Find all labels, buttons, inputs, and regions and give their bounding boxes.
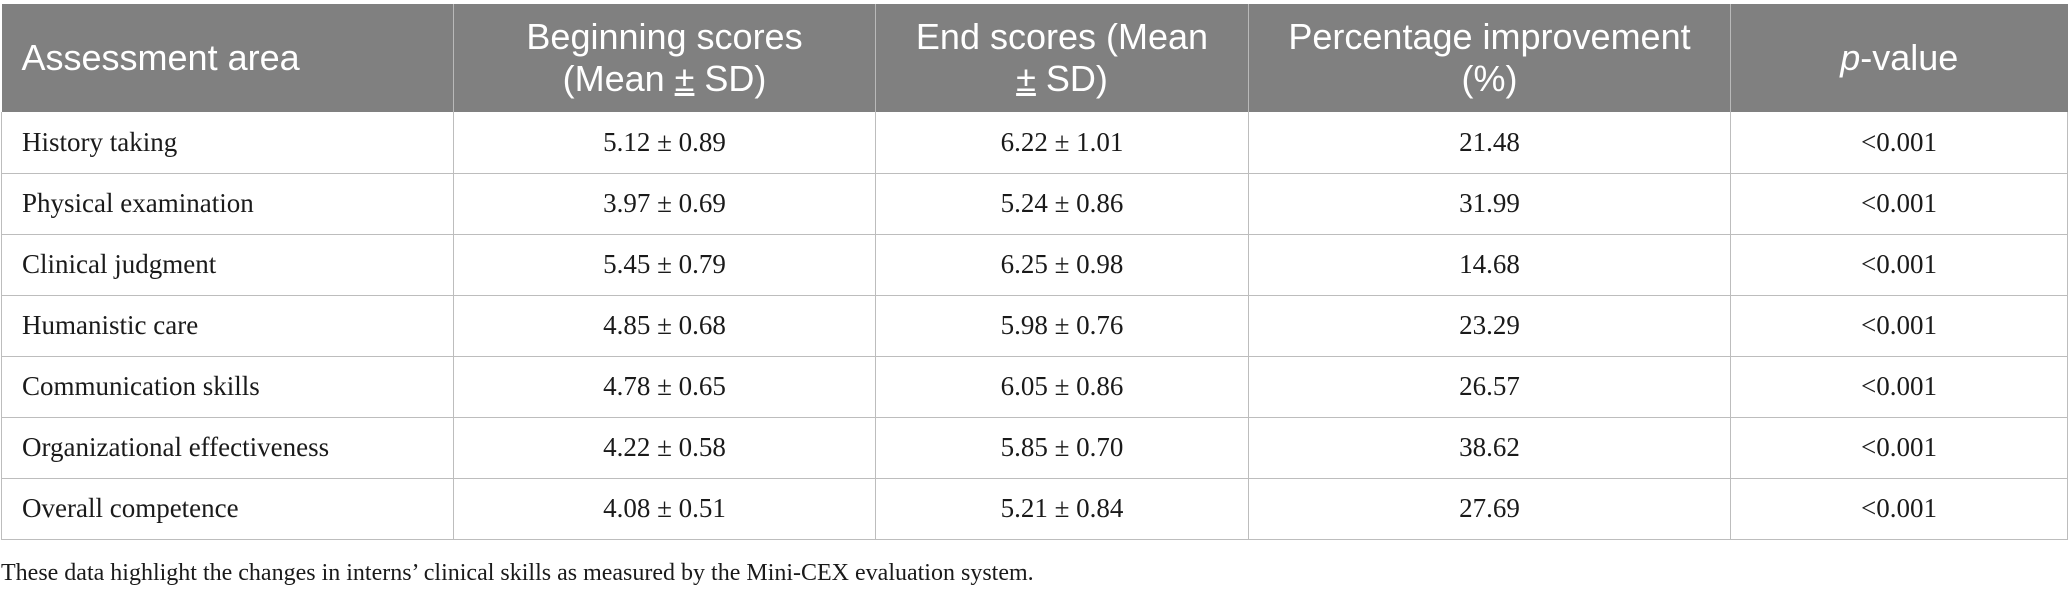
cell-end: 6.25 ± 0.98 — [875, 234, 1249, 296]
cell-area: Organizational effectiveness — [1, 417, 454, 479]
cell-beginning: 4.08 ± 0.51 — [453, 478, 876, 540]
cell-p-value: <0.001 — [1730, 295, 2068, 357]
table-header-row: Assessment area Beginning scores (Mean ± … — [1, 4, 2068, 112]
cell-p-value: <0.001 — [1730, 478, 2068, 540]
cell-improvement: 27.69 — [1248, 478, 1731, 540]
cell-area: History taking — [1, 112, 454, 174]
cell-improvement: 38.62 — [1248, 417, 1731, 479]
table-row: History taking 5.12 ± 0.89 6.22 ± 1.01 2… — [1, 112, 2068, 174]
cell-improvement: 26.57 — [1248, 356, 1731, 418]
header-end-scores: End scores (Mean ± SD) — [875, 4, 1249, 112]
table-row: Organizational effectiveness 4.22 ± 0.58… — [1, 417, 2068, 479]
cell-beginning: 4.85 ± 0.68 — [453, 295, 876, 357]
cell-beginning: 3.97 ± 0.69 — [453, 173, 876, 235]
cell-improvement: 23.29 — [1248, 295, 1731, 357]
header-p-value: p-value — [1730, 4, 2068, 112]
cell-area: Humanistic care — [1, 295, 454, 357]
table-row: Humanistic care 4.85 ± 0.68 5.98 ± 0.76 … — [1, 295, 2068, 357]
cell-end: 6.22 ± 1.01 — [875, 112, 1249, 174]
cell-improvement: 21.48 — [1248, 112, 1731, 174]
table-caption: These data highlight the changes in inte… — [1, 560, 1034, 586]
table-row: Overall competence 4.08 ± 0.51 5.21 ± 0.… — [1, 478, 2068, 540]
table-row: Physical examination 3.97 ± 0.69 5.24 ± … — [1, 173, 2068, 235]
cell-improvement: 14.68 — [1248, 234, 1731, 296]
table-row: Communication skills 4.78 ± 0.65 6.05 ± … — [1, 356, 2068, 418]
cell-p-value: <0.001 — [1730, 112, 2068, 174]
header-percentage-improvement: Percentage improvement (%) — [1248, 4, 1731, 112]
cell-p-value: <0.001 — [1730, 234, 2068, 296]
cell-beginning: 5.45 ± 0.79 — [453, 234, 876, 296]
cell-beginning: 4.22 ± 0.58 — [453, 417, 876, 479]
cell-area: Communication skills — [1, 356, 454, 418]
table-row: Clinical judgment 5.45 ± 0.79 6.25 ± 0.9… — [1, 234, 2068, 296]
cell-area: Overall competence — [1, 478, 454, 540]
cell-end: 5.21 ± 0.84 — [875, 478, 1249, 540]
table-container: Assessment area Beginning scores (Mean ± … — [0, 4, 2068, 540]
cell-p-value: <0.001 — [1730, 173, 2068, 235]
header-beginning-scores: Beginning scores (Mean ± SD) — [453, 4, 876, 112]
cell-p-value: <0.001 — [1730, 356, 2068, 418]
cell-end: 5.98 ± 0.76 — [875, 295, 1249, 357]
cell-end: 6.05 ± 0.86 — [875, 356, 1249, 418]
cell-beginning: 5.12 ± 0.89 — [453, 112, 876, 174]
cell-end: 5.24 ± 0.86 — [875, 173, 1249, 235]
cell-area: Clinical judgment — [1, 234, 454, 296]
header-assessment-area: Assessment area — [1, 4, 454, 112]
results-table: Assessment area Beginning scores (Mean ± … — [1, 4, 2068, 540]
cell-p-value: <0.001 — [1730, 417, 2068, 479]
cell-improvement: 31.99 — [1248, 173, 1731, 235]
cell-area: Physical examination — [1, 173, 454, 235]
cell-beginning: 4.78 ± 0.65 — [453, 356, 876, 418]
cell-end: 5.85 ± 0.70 — [875, 417, 1249, 479]
